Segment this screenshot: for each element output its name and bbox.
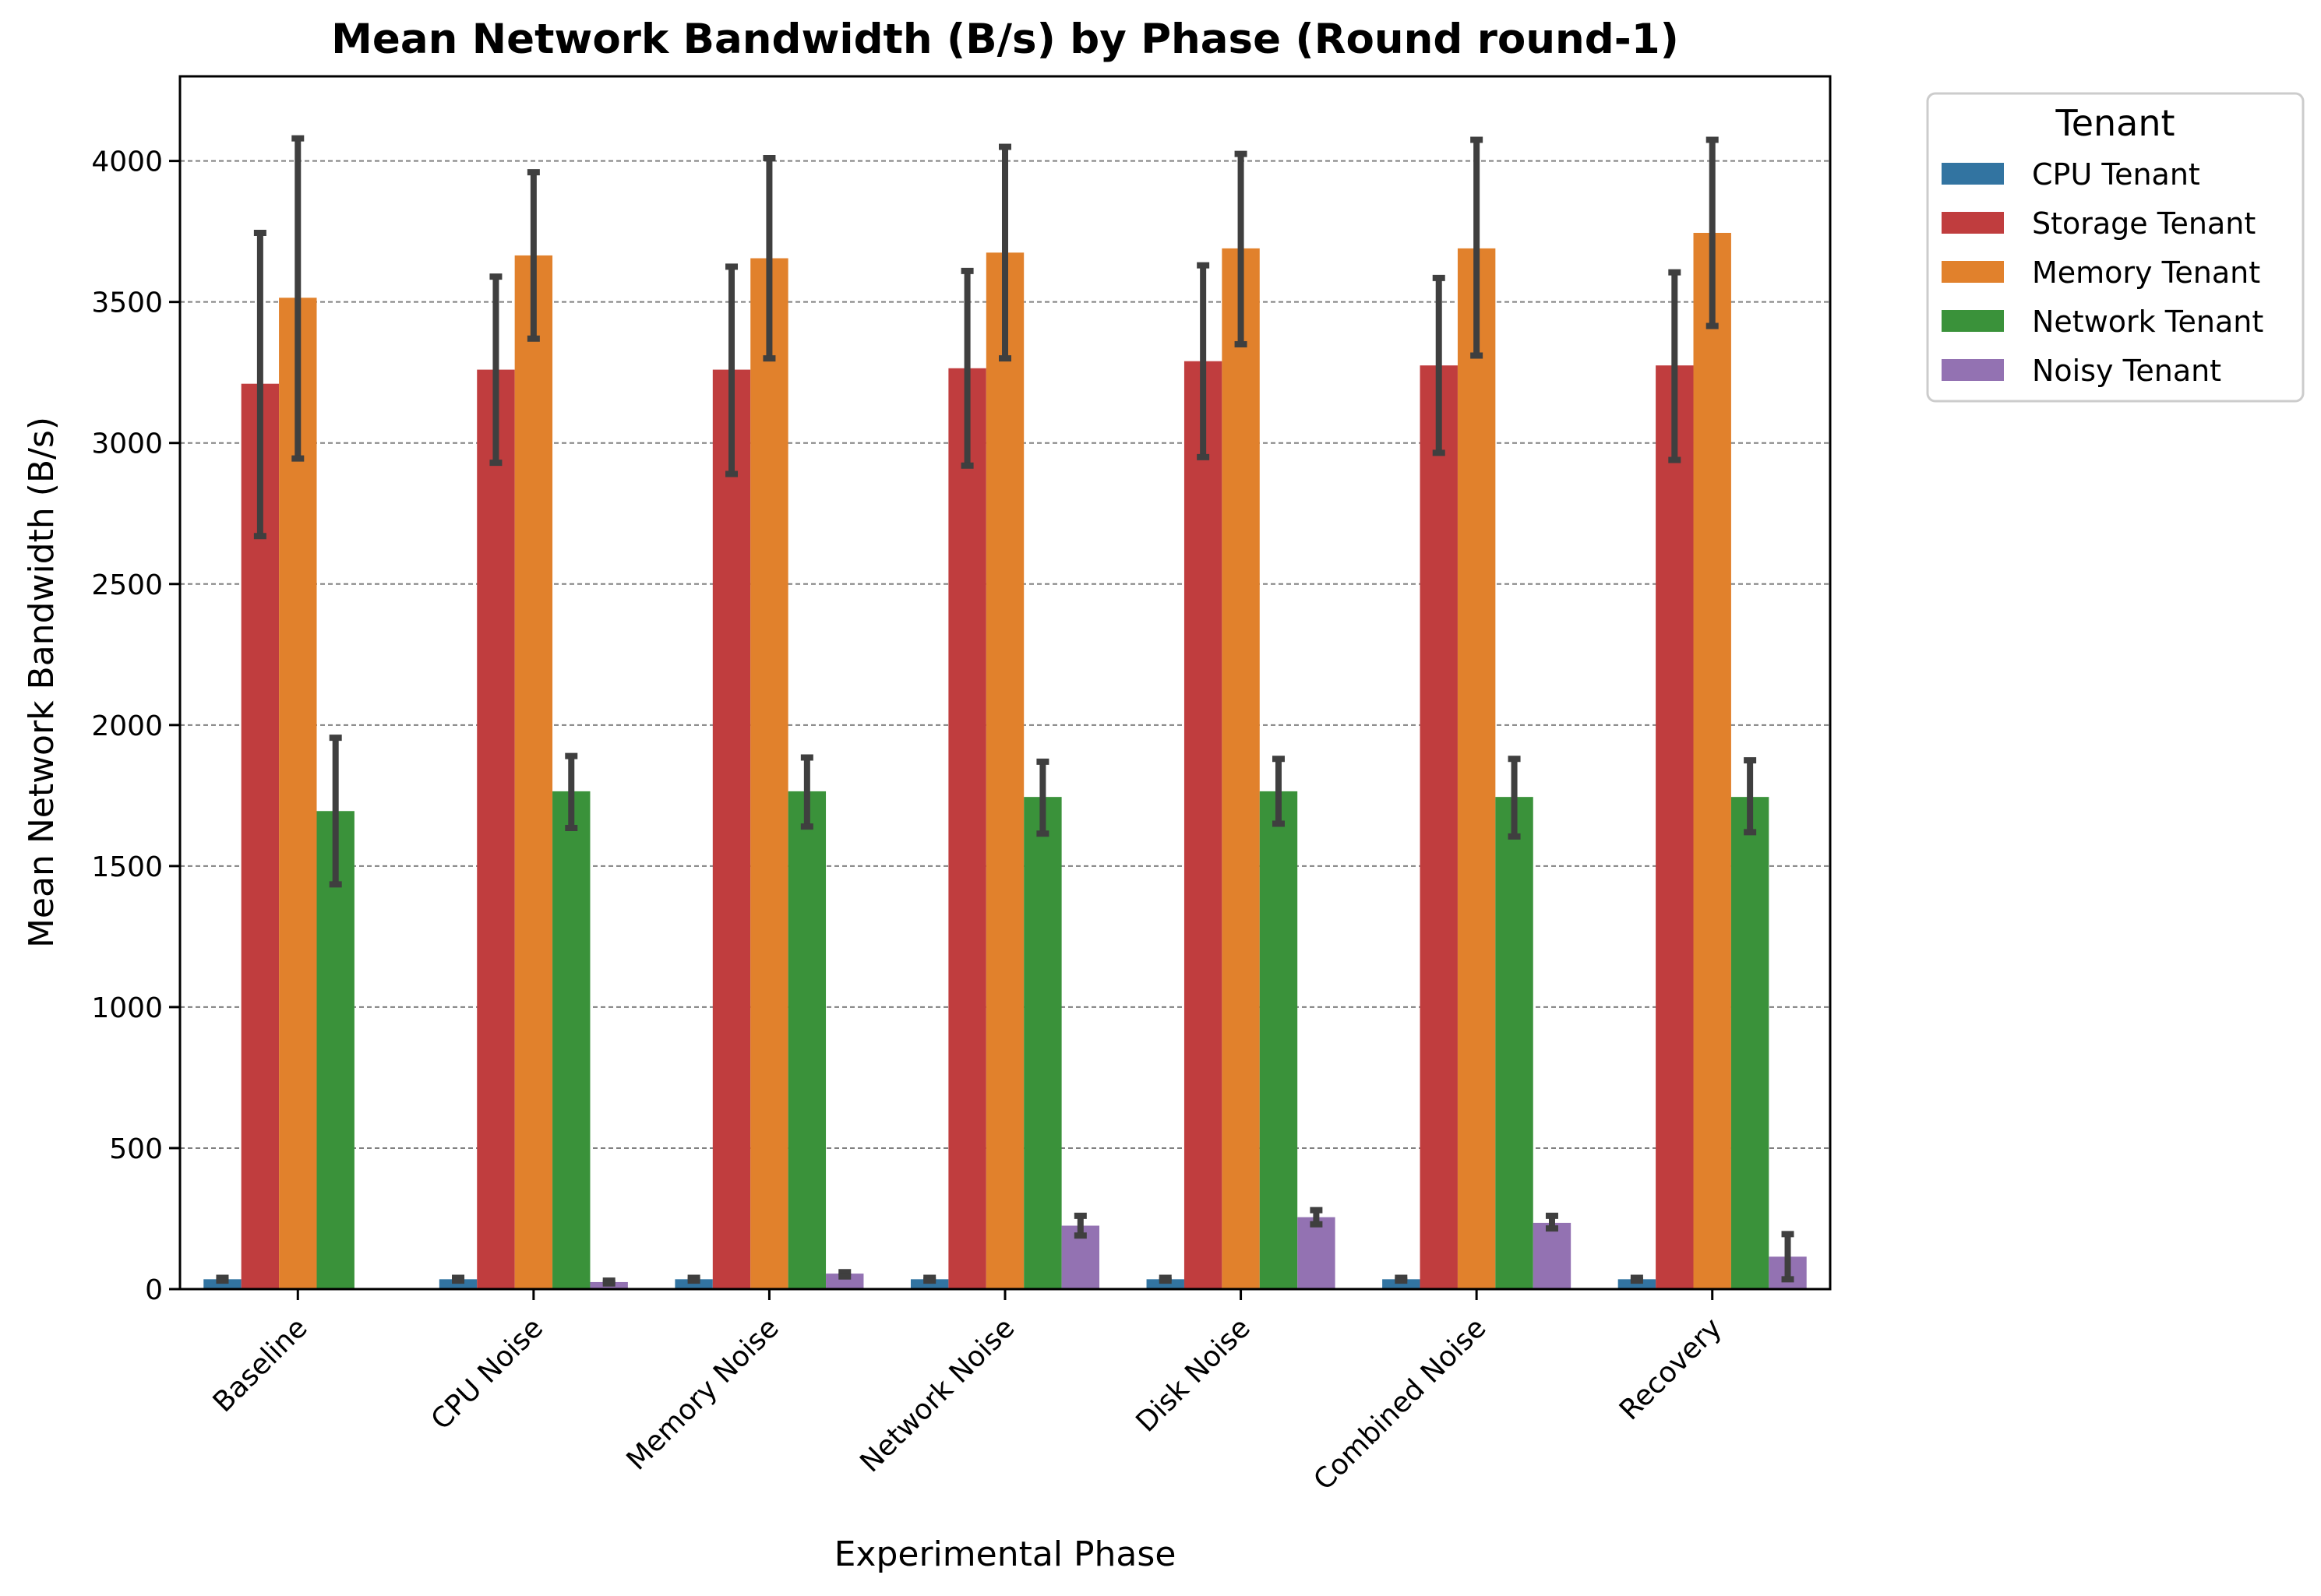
y-tick-label: 2000 (91, 710, 163, 742)
bar-memory-tenant-recovery (1693, 232, 1731, 1289)
legend-label-storage-tenant: Storage Tenant (2032, 206, 2256, 241)
x-tick-label-cpu-noise: CPU Noise (425, 1312, 549, 1436)
bar-memory-tenant-cpu-noise (514, 255, 553, 1289)
legend: Tenant CPU Tenant Storage Tenant Memory Te… (1926, 92, 2305, 403)
x-tick-label-recovery: Recovery (1614, 1312, 1728, 1426)
legend-swatch-noisy-tenant (1942, 359, 2004, 381)
y-tick-label: 1500 (91, 851, 163, 883)
bar-cpu-tenant-disk-noise (1146, 1279, 1184, 1289)
bars (203, 232, 1807, 1290)
error-bars (216, 135, 1794, 1287)
x-axis-ticks: Baseline CPU Noise Memory Noise Network Noi… (207, 1289, 1728, 1496)
x-tick-label-baseline: Baseline (207, 1312, 314, 1418)
bar-cpu-tenant-memory-noise (675, 1279, 713, 1289)
bar-noisy-tenant-memory-noise (826, 1274, 864, 1289)
x-tick-label-disk-noise: Disk Noise (1131, 1312, 1257, 1438)
bar-storage-tenant-network-noise (948, 368, 986, 1290)
chart-title: Mean Network Bandwidth (B/s) by Phase (R… (331, 16, 1679, 63)
bar-storage-tenant-memory-noise (712, 369, 751, 1289)
y-tick-label: 500 (109, 1133, 163, 1165)
y-tick-label: 3000 (91, 428, 163, 460)
bar-cpu-tenant-combined-noise (1382, 1279, 1420, 1289)
bar-storage-tenant-recovery (1656, 365, 1694, 1289)
legend-frame (1926, 92, 2305, 403)
y-tick-label: 4000 (91, 146, 163, 178)
bar-network-tenant-recovery (1730, 797, 1769, 1289)
bar-storage-tenant-cpu-noise (477, 369, 515, 1289)
y-axis-label: Mean Network Bandwidth (B/s) (22, 417, 62, 948)
x-tick-label-combined-noise: Combined Noise (1307, 1312, 1492, 1496)
x-axis-label: Experimental Phase (834, 1534, 1176, 1574)
legend-label-cpu-tenant: CPU Tenant (2032, 157, 2200, 192)
legend-label-network-tenant: Network Tenant (2032, 305, 2263, 339)
bar-memory-tenant-combined-noise (1457, 248, 1496, 1290)
bar-cpu-tenant-network-noise (910, 1279, 949, 1289)
legend-title: Tenant (2055, 102, 2175, 144)
legend-swatch-memory-tenant (1942, 261, 2004, 283)
legend-swatch-storage-tenant (1942, 212, 2004, 234)
y-tick-label: 1000 (91, 992, 163, 1024)
y-tick-label: 2500 (91, 569, 163, 601)
bar-noisy-tenant-disk-noise (1297, 1217, 1335, 1289)
bar-storage-tenant-combined-noise (1420, 365, 1458, 1289)
bar-cpu-tenant-cpu-noise (439, 1279, 478, 1289)
bar-cpu-tenant-baseline (203, 1279, 242, 1289)
legend-swatch-network-tenant (1942, 310, 2004, 332)
y-axis-ticks: 0 500 1000 1500 2000 2500 3000 3500 4000 (91, 146, 180, 1306)
x-tick-label-network-noise: Network Noise (854, 1312, 1021, 1478)
bar-network-tenant-cpu-noise (552, 791, 591, 1289)
bar-memory-tenant-disk-noise (1222, 248, 1260, 1290)
bar-cpu-tenant-recovery (1617, 1279, 1656, 1289)
legend-label-memory-tenant: Memory Tenant (2032, 255, 2260, 290)
bar-network-tenant-network-noise (1024, 797, 1062, 1289)
bar-network-tenant-baseline (316, 811, 354, 1289)
legend-swatch-cpu-tenant (1942, 163, 2004, 185)
bar-network-tenant-disk-noise (1259, 791, 1298, 1289)
bar-network-tenant-memory-noise (788, 791, 827, 1289)
bar-storage-tenant-disk-noise (1183, 361, 1222, 1289)
legend-label-noisy-tenant: Noisy Tenant (2032, 354, 2221, 388)
y-tick-label: 3500 (91, 287, 163, 319)
gridlines (180, 160, 1830, 1149)
legend-items: CPU Tenant Storage Tenant Memory Tenant Net… (1942, 157, 2263, 388)
bar-noisy-tenant-combined-noise (1533, 1222, 1571, 1289)
bar-memory-tenant-network-noise (986, 252, 1025, 1290)
bar-memory-tenant-memory-noise (750, 258, 788, 1289)
bar-memory-tenant-baseline (279, 298, 317, 1289)
y-tick-label: 0 (145, 1274, 163, 1306)
bar-network-tenant-combined-noise (1495, 797, 1533, 1289)
x-tick-label-memory-noise: Memory Noise (621, 1312, 785, 1476)
